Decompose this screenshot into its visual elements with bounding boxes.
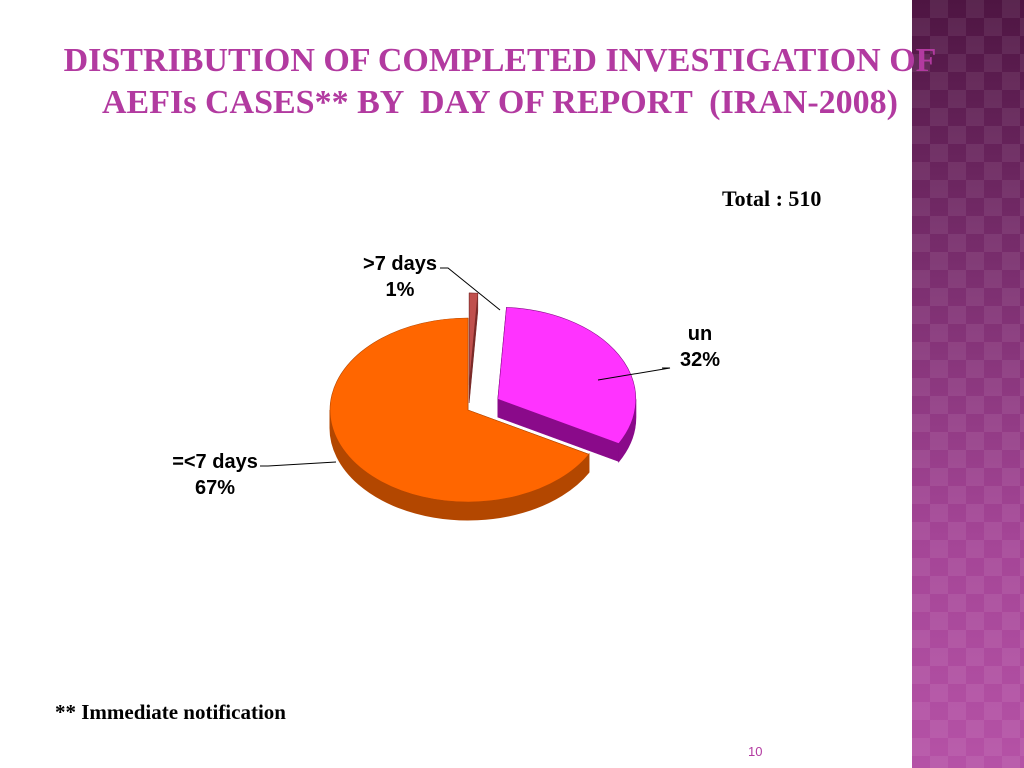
label-un-value: 32% — [680, 349, 720, 371]
label-un-leader — [597, 367, 671, 381]
total-label: Total : 510 — [722, 186, 822, 211]
label-7-days-value: 67% — [195, 477, 235, 499]
label-7-days-value: 1% — [386, 279, 415, 301]
label-7-days-name: =<7 days — [172, 451, 258, 473]
decorative-side-panel — [912, 0, 1024, 768]
slide-title: DISTRIBUTION OF COMPLETED INVESTIGATION … — [0, 40, 1000, 124]
page-number: 10 — [748, 744, 763, 759]
label-un-name: un — [688, 323, 712, 345]
pie-chart: >7 days 1% un 32% =<7 days 67% — [172, 253, 720, 521]
label-7-days-leader — [440, 267, 501, 311]
slice-7-days-top — [329, 317, 590, 503]
footnote: ** Immediate notification — [55, 700, 286, 724]
label-7-days-leader — [260, 461, 337, 467]
label-7-days-name: >7 days — [363, 253, 437, 275]
title-line-1: DISTRIBUTION OF COMPLETED INVESTIGATION … — [63, 42, 937, 79]
slice-7-days-top — [468, 292, 479, 385]
title-line-2: AEFIs CASES** BY DAY OF REPORT (IRAN-200… — [102, 84, 898, 121]
slice-un-top — [497, 307, 637, 444]
